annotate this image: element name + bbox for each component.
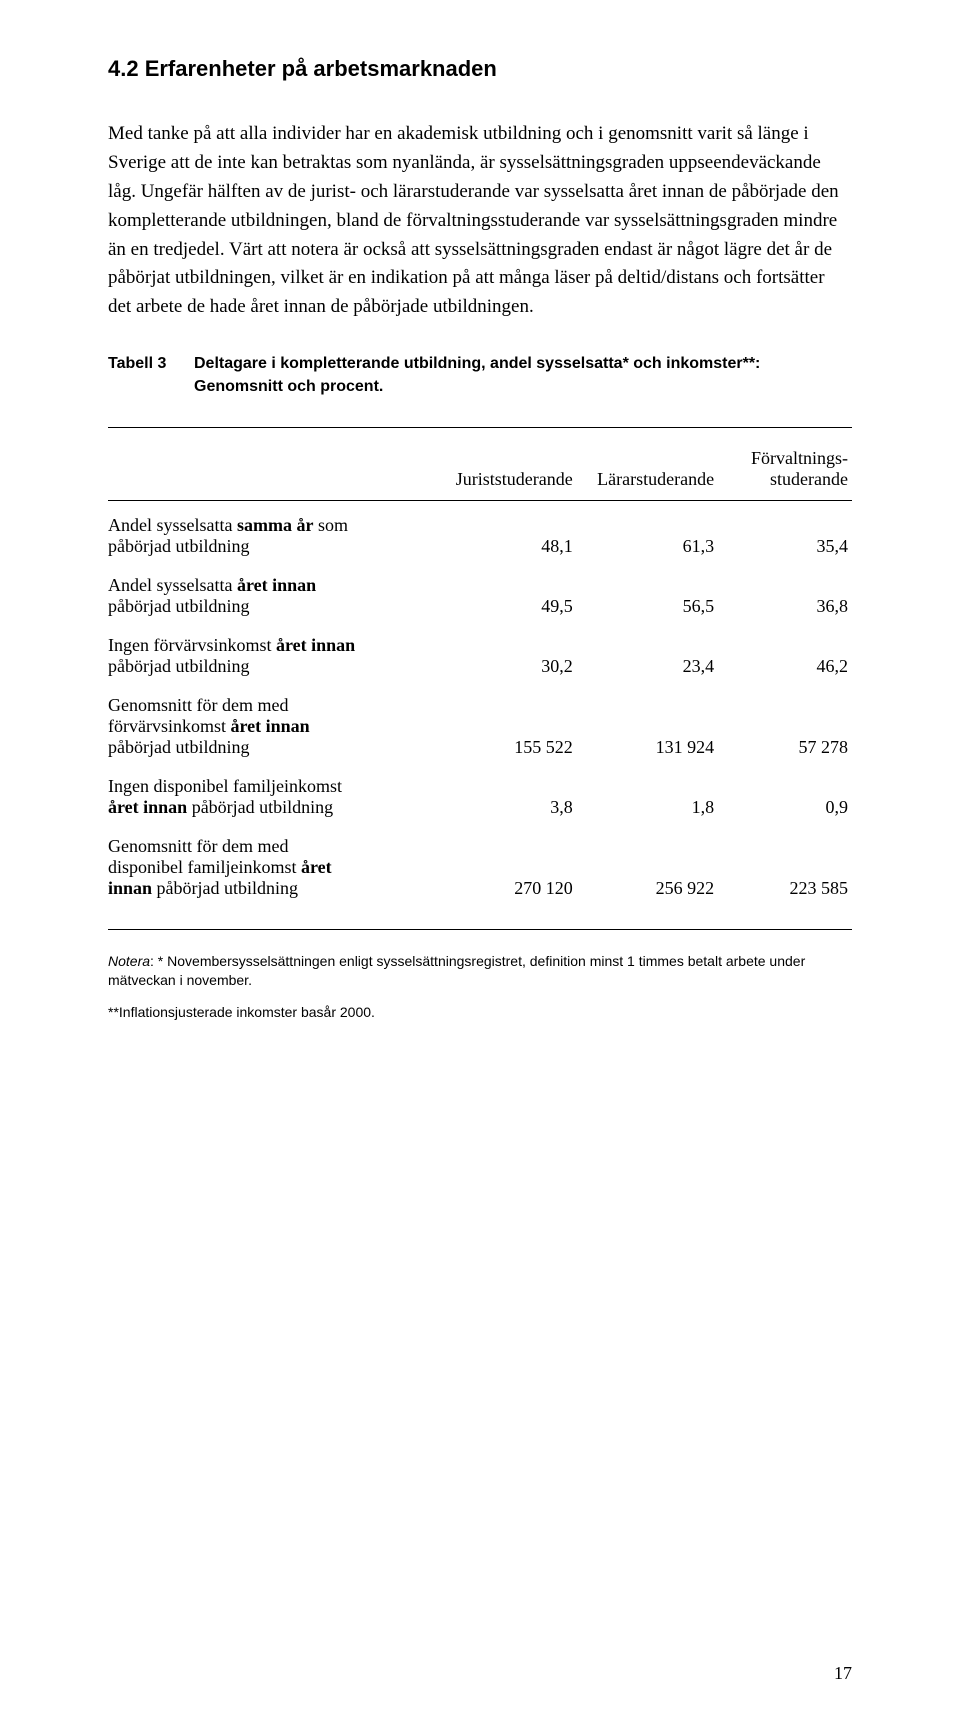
table-row: disponibel familjeinkomst året — [108, 857, 852, 878]
row-label: Genomsnitt för dem med — [108, 836, 435, 857]
cell-value: 131 924 — [577, 737, 718, 758]
cell-value: 46,2 — [718, 656, 852, 677]
note-line-1: Notera: * Novembersysselsättningen enlig… — [108, 952, 852, 991]
note-line-2: **Inflationsjusterade inkomster basår 20… — [108, 1003, 852, 1023]
table-title: Deltagare i kompletterande utbildning, a… — [194, 352, 852, 398]
table-row: Ingen disponibel familjeinkomst — [108, 776, 852, 797]
table-label: Tabell 3 — [108, 352, 194, 398]
table-row: påbörjad utbildning 49,5 56,5 36,8 — [108, 596, 852, 617]
cell-value: 256 922 — [577, 878, 718, 899]
table-row: innan påbörjad utbildning 270 120 256 92… — [108, 878, 852, 899]
cell-value: 155 522 — [435, 737, 576, 758]
cell-value: 223 585 — [718, 878, 852, 899]
row-label: påbörjad utbildning — [108, 596, 435, 617]
cell-value: 35,4 — [718, 536, 852, 557]
row-label: Ingen disponibel familjeinkomst — [108, 776, 435, 797]
row-label: Andel sysselsatta året innan — [108, 575, 435, 596]
page: 4.2 Erfarenheter på arbetsmarknaden Med … — [0, 0, 960, 1714]
table-row: Andel sysselsatta året innan — [108, 575, 852, 596]
section-heading: 4.2 Erfarenheter på arbetsmarknaden — [108, 56, 852, 82]
cell-value: 1,8 — [577, 797, 718, 818]
row-label: påbörjad utbildning — [108, 536, 435, 557]
row-label: disponibel familjeinkomst året — [108, 857, 435, 878]
cell-value: 0,9 — [718, 797, 852, 818]
table-notes: Notera: * Novembersysselsättningen enlig… — [108, 952, 852, 1023]
row-label: året innan påbörjad utbildning — [108, 797, 435, 818]
col-header-jurist: Juriststuderande — [435, 442, 576, 500]
table-row: påbörjad utbildning 155 522 131 924 57 2… — [108, 737, 852, 758]
table-row: Andel sysselsatta samma år som — [108, 515, 852, 536]
row-label: påbörjad utbildning — [108, 737, 435, 758]
table-row: Genomsnitt för dem med — [108, 836, 852, 857]
table-bottom-rule — [108, 929, 852, 930]
row-label: påbörjad utbildning — [108, 656, 435, 677]
cell-value: 56,5 — [577, 596, 718, 617]
table-row: förvärvsinkomst året innan — [108, 716, 852, 737]
row-label: förvärvsinkomst året innan — [108, 716, 435, 737]
cell-value: 48,1 — [435, 536, 576, 557]
table-row: påbörjad utbildning 48,1 61,3 35,4 — [108, 536, 852, 557]
data-table: Juriststuderande Lärarstuderande Förvalt… — [108, 428, 852, 913]
row-label: Ingen förvärvsinkomst året innan — [108, 635, 435, 656]
cell-value: 49,5 — [435, 596, 576, 617]
row-label: Andel sysselsatta samma år som — [108, 515, 435, 536]
row-label: Genomsnitt för dem med — [108, 695, 435, 716]
cell-value: 57 278 — [718, 737, 852, 758]
table-row: Ingen förvärvsinkomst året innan — [108, 635, 852, 656]
table-row: påbörjad utbildning 30,2 23,4 46,2 — [108, 656, 852, 677]
cell-value: 61,3 — [577, 536, 718, 557]
body-paragraph-1: Med tanke på att alla individer har en a… — [108, 120, 852, 322]
cell-value: 23,4 — [577, 656, 718, 677]
table-row: året innan påbörjad utbildning 3,8 1,8 0… — [108, 797, 852, 818]
col-header-forvaltning: Förvaltnings- studerande — [718, 442, 852, 500]
row-label: innan påbörjad utbildning — [108, 878, 435, 899]
table-caption: Tabell 3 Deltagare i kompletterande utbi… — [108, 352, 852, 398]
table-header-row: Juriststuderande Lärarstuderande Förvalt… — [108, 442, 852, 500]
table-row: Genomsnitt för dem med — [108, 695, 852, 716]
cell-value: 36,8 — [718, 596, 852, 617]
cell-value: 30,2 — [435, 656, 576, 677]
page-number: 17 — [834, 1663, 852, 1684]
cell-value: 3,8 — [435, 797, 576, 818]
col-header-larar: Lärarstuderande — [577, 442, 718, 500]
cell-value: 270 120 — [435, 878, 576, 899]
